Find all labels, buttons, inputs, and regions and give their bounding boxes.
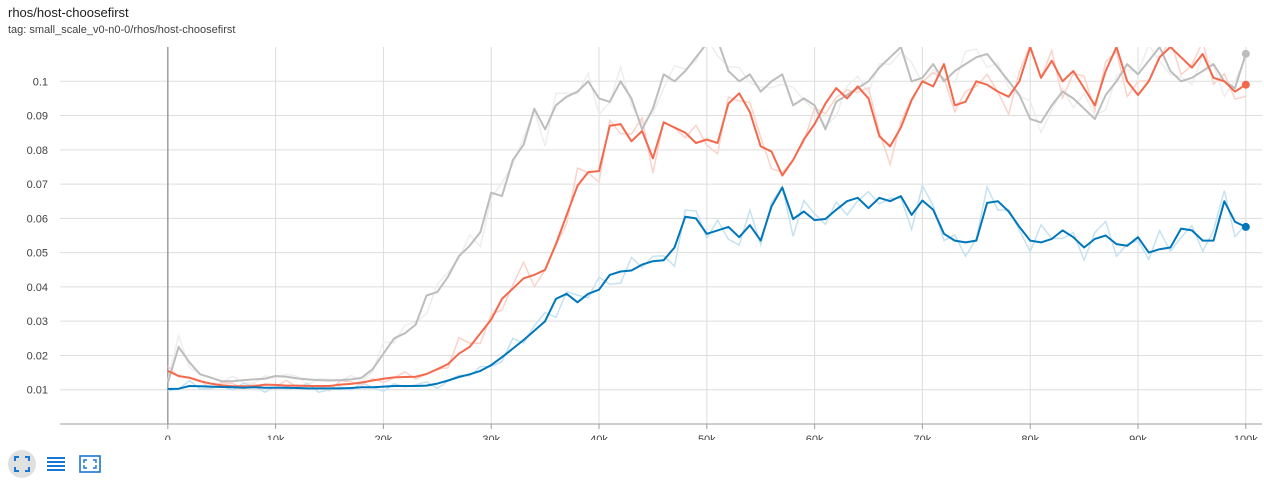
series-endpoint: [1241, 80, 1250, 89]
y-tick-label: 0.03: [27, 316, 48, 328]
y-tick-label: 0.08: [27, 145, 48, 157]
x-tick-label: 10k: [267, 434, 285, 440]
smoothed-series-lines: [166, 47, 1250, 390]
y-tick-label: 0.07: [27, 179, 48, 191]
fit-to-domain-icon: [14, 456, 30, 472]
series-line: [167, 47, 1247, 388]
x-tick-label: 20k: [375, 434, 393, 440]
expand-icon: [79, 455, 101, 473]
series-endpoint: [1241, 222, 1250, 231]
series-endpoint: [1241, 49, 1250, 58]
x-tick-label: 90k: [1129, 434, 1147, 440]
y-tick-label: 0.04: [27, 282, 48, 294]
line-chart: 0.01 0.02 0.03 0.04 0.05 0.06 0.07 0.08 0.09 0.1 0…: [27, 47, 1262, 440]
toggle-log-scale-button[interactable]: [42, 450, 70, 478]
chart-toolbar: [8, 450, 104, 478]
chart-tag-subtitle: tag: small_scale_v0-n0-0/rhos/host-choos…: [8, 24, 236, 36]
x-tick-label: 100k: [1234, 434, 1258, 440]
lines-icon: [47, 457, 65, 471]
y-tick-label: 0.02: [27, 350, 48, 362]
x-tick-label: 60k: [806, 434, 824, 440]
fit-domain-button[interactable]: [8, 450, 36, 478]
series-line: [167, 186, 1247, 390]
expand-chart-button[interactable]: [76, 450, 104, 478]
chart-title: rhos/host-choosefirst: [8, 5, 129, 20]
grid-lines: [60, 47, 1262, 424]
x-tick-label: 30k: [482, 434, 500, 440]
raw-series-line: [167, 47, 1246, 392]
series-line: [166, 47, 1247, 384]
y-tick-label: 0.1: [33, 76, 48, 88]
y-tick-label: 0.05: [27, 248, 48, 260]
y-tick-label: 0.09: [27, 111, 48, 123]
x-tick-label: 0: [165, 434, 171, 440]
axes: 0.01 0.02 0.03 0.04 0.05 0.06 0.07 0.08 0.09 0.1 0…: [27, 76, 1262, 440]
x-tick-label: 70k: [914, 434, 932, 440]
x-tick-label: 40k: [590, 434, 608, 440]
x-tick-label: 50k: [698, 434, 716, 440]
x-tick-label: 80k: [1021, 434, 1039, 440]
y-tick-label: 0.06: [27, 213, 48, 225]
y-tick-label: 0.01: [27, 385, 48, 397]
